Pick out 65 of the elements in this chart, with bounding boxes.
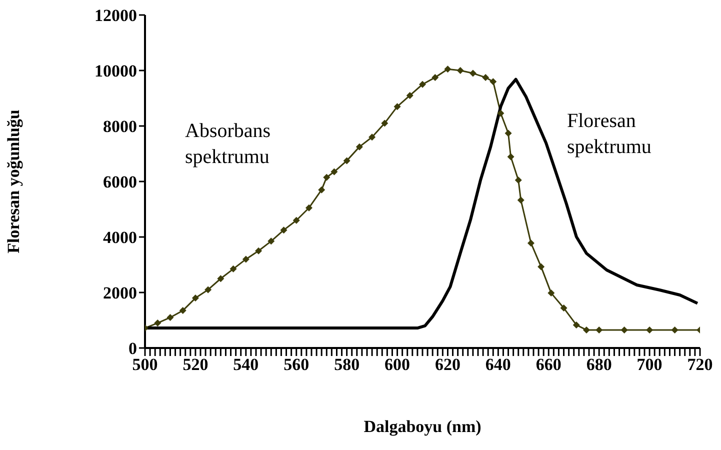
- point: [596, 326, 603, 334]
- x-tick-label: 620: [434, 355, 460, 374]
- y-tick-label: 2000: [103, 284, 137, 303]
- point: [318, 186, 326, 194]
- point: [343, 157, 350, 164]
- point: [323, 174, 330, 181]
- point: [368, 134, 376, 141]
- series-label: Floresan spektrumu: [567, 109, 652, 160]
- point: [406, 92, 414, 99]
- point: [432, 74, 439, 81]
- y-axis-title: Floresan yoğunluğu: [4, 110, 24, 254]
- x-tick-label: 580: [334, 355, 360, 374]
- point: [419, 80, 426, 88]
- point: [490, 78, 497, 86]
- x-tick-label: 660: [536, 355, 562, 374]
- point: [154, 320, 162, 327]
- point: [456, 67, 464, 74]
- point: [166, 314, 174, 321]
- point: [292, 216, 300, 224]
- point: [356, 143, 363, 150]
- point: [255, 247, 262, 254]
- point: [527, 240, 534, 247]
- point: [504, 130, 512, 137]
- x-tick-label: 700: [636, 355, 662, 374]
- point: [179, 307, 186, 314]
- text: Absorbans spektrumu: [185, 119, 272, 170]
- point: [620, 326, 628, 334]
- point: [242, 256, 250, 263]
- y-tick-label: 6000: [103, 172, 137, 192]
- x-tick-label: 520: [182, 355, 208, 374]
- point: [192, 294, 199, 302]
- point: [394, 103, 401, 110]
- point: [538, 263, 545, 270]
- point: [217, 275, 224, 282]
- point: [507, 153, 514, 160]
- point: [330, 168, 338, 176]
- point: [305, 204, 312, 212]
- y-tick-label: 4000: [103, 228, 137, 248]
- x-tick-label: 600: [384, 355, 410, 374]
- x-tick-label: 720: [687, 355, 713, 374]
- point: [469, 70, 476, 77]
- point: [572, 321, 580, 328]
- point: [671, 326, 678, 334]
- point: [497, 110, 504, 117]
- x-tick-label: 560: [284, 355, 310, 374]
- y-tick-label: 8000: [103, 117, 137, 136]
- point: [204, 286, 212, 294]
- x-tick-label: 540: [233, 355, 259, 374]
- point: [646, 326, 654, 334]
- point: [444, 66, 452, 73]
- y-tick-label: 12000: [94, 6, 137, 26]
- point: [517, 196, 524, 204]
- point: [582, 326, 590, 334]
- point: [280, 226, 288, 234]
- point: [514, 176, 522, 184]
- point: [548, 290, 555, 297]
- point: [482, 74, 490, 81]
- x-tick-label: 680: [586, 355, 612, 374]
- point: [268, 238, 275, 245]
- point: [381, 120, 388, 127]
- y-tick-label: 10000: [94, 62, 137, 81]
- x-axis-title: Dalgaboyu (nm): [364, 417, 482, 436]
- point: [230, 265, 237, 272]
- x-tick-label: 640: [485, 355, 511, 374]
- point: [560, 304, 568, 312]
